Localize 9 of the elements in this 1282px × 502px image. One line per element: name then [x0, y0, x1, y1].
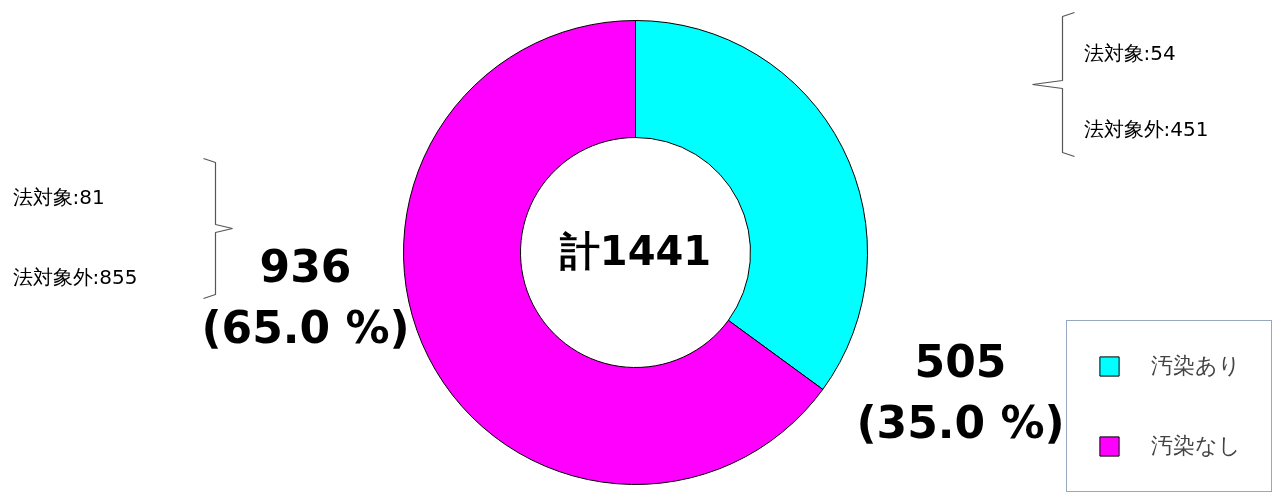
- text: 計1441: [558, 227, 712, 274]
- text: 法対象外:855: [12, 264, 138, 289]
- data-label: 936 (65.0 %): [201, 241, 410, 353]
- data-label: 505 (35.0 %): [856, 336, 1065, 448]
- text: 法対象:54: [1083, 40, 1176, 65]
- text: 法対象外:451: [1083, 116, 1209, 141]
- text: 法対象:81: [12, 184, 105, 209]
- legend-label: 汚染あり: [1151, 352, 1241, 380]
- legend-label: 汚染なし: [1151, 432, 1241, 460]
